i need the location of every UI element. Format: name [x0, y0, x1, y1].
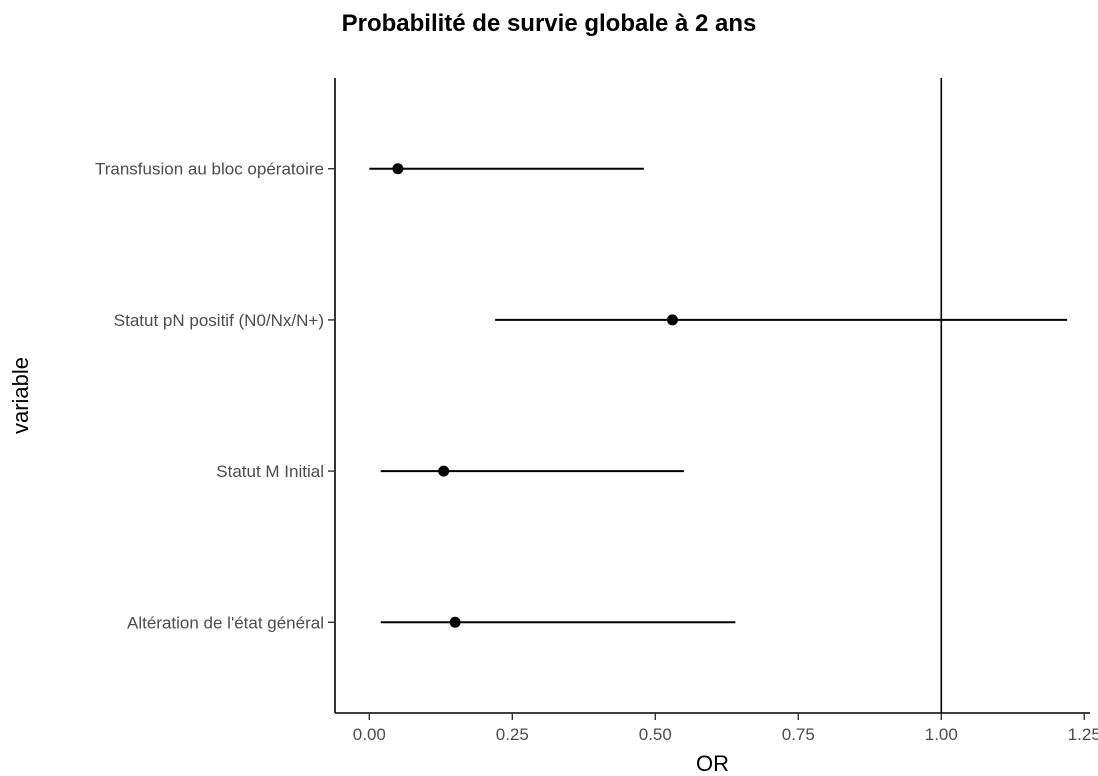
y-tick-label: Transfusion au bloc opératoire: [95, 160, 324, 179]
y-tick-label: Statut pN positif (N0/Nx/N+): [114, 311, 324, 330]
estimate-point: [438, 465, 450, 477]
x-tick-label: 0.25: [496, 725, 529, 744]
estimate-point: [449, 616, 461, 628]
estimate-point: [392, 163, 404, 175]
y-tick-label: Statut M Initial: [216, 462, 324, 481]
x-tick-label: 1.00: [925, 725, 958, 744]
estimate-point: [666, 314, 678, 326]
y-axis-title: variable: [8, 357, 33, 434]
x-tick-label: 1.25: [1068, 725, 1098, 744]
x-tick-label: 0.50: [639, 725, 672, 744]
x-axis-title: OR: [696, 751, 729, 776]
x-tick-label: 0.75: [782, 725, 815, 744]
labels-layer: 0.00 0.25 0.50 0.75 1.00 1.25 Transfusion au b…: [8, 160, 1098, 776]
marks-layer: [369, 78, 1068, 713]
chart-title: Probabilité de survie globale à 2 ans: [341, 10, 757, 37]
x-tick-label: 0.00: [353, 725, 386, 744]
y-tick-label: Altération de l'état général: [127, 613, 324, 632]
axes-layer: [328, 78, 1090, 720]
